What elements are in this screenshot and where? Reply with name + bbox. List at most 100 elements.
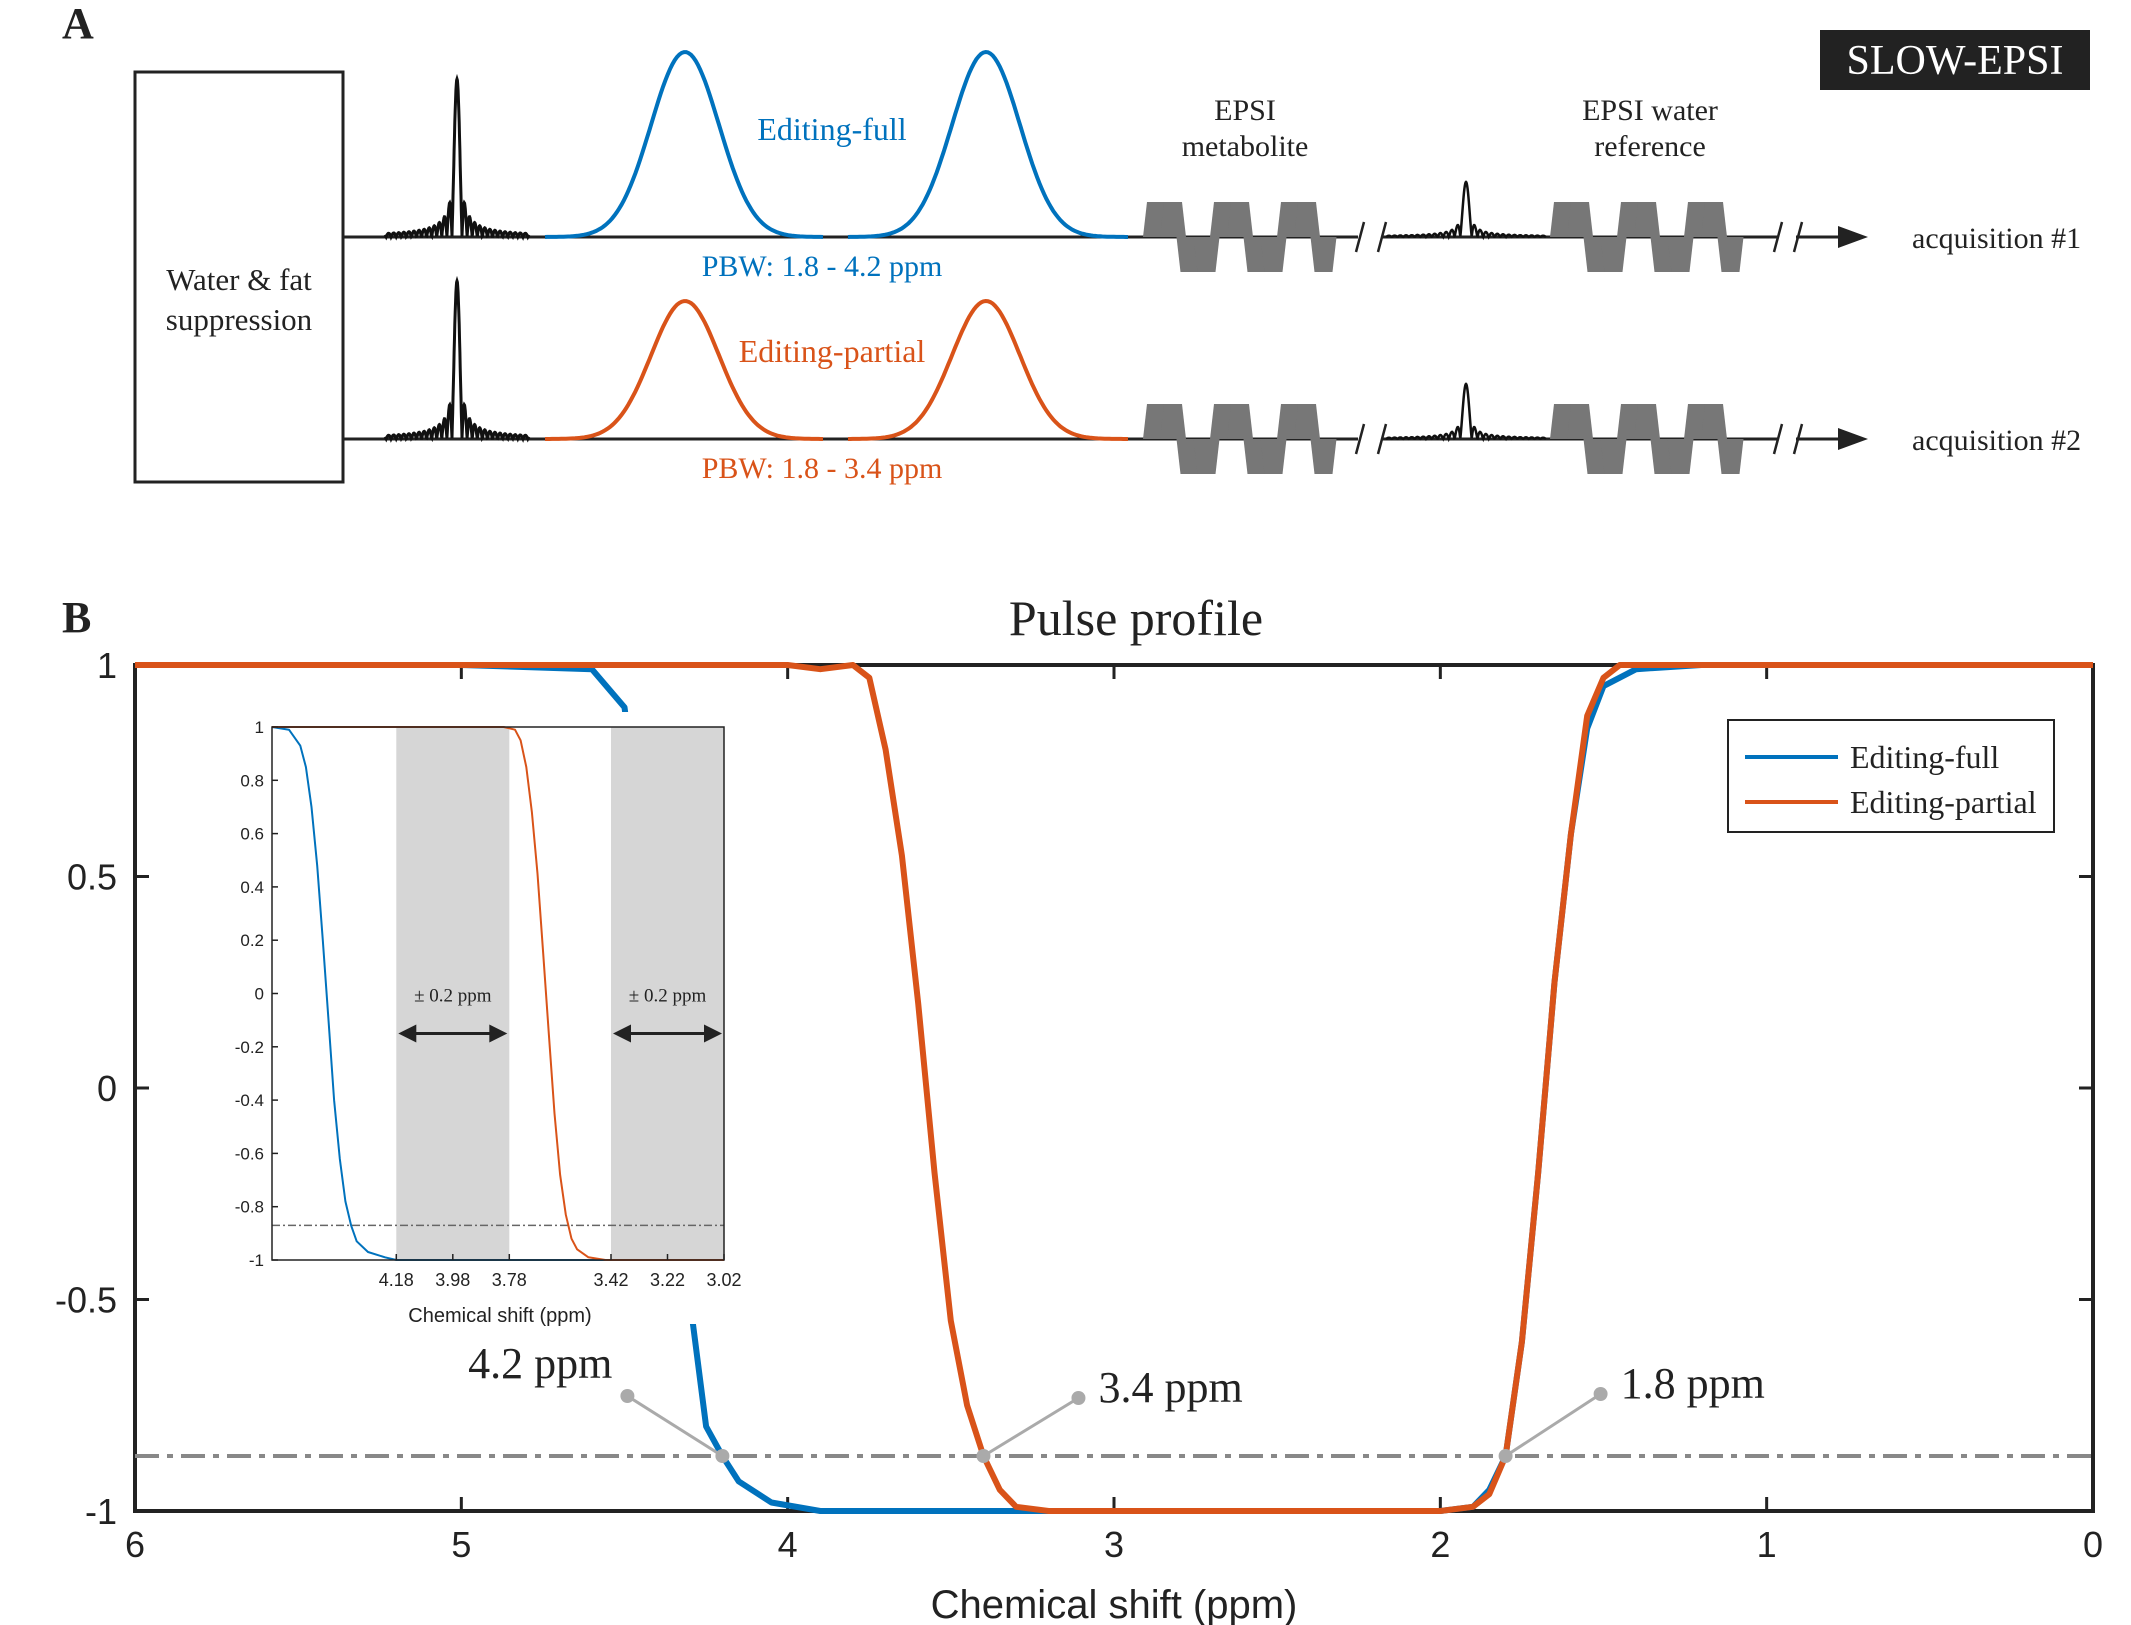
epsi-gradient-lobe	[1160, 202, 1186, 237]
annotation-leader	[626, 1394, 724, 1458]
epsi-gradient-lobe	[1160, 404, 1186, 439]
y-tick-label: 0	[97, 1068, 117, 1109]
band-arrowhead-left	[398, 1024, 417, 1043]
epsi-gradient-lobe	[1260, 237, 1287, 272]
inset-y-tick-label: -0.4	[235, 1091, 264, 1110]
editing-partial-label: Editing-partial	[739, 333, 926, 369]
epsi-gradient-lobe	[1634, 202, 1660, 237]
inset-x-tick-label: 3.02	[706, 1270, 741, 1290]
break-marks	[1354, 221, 1804, 455]
pbw-full-label: PBW: 1.8 - 4.2 ppm	[702, 250, 943, 283]
inset-y-tick-label: -0.2	[235, 1038, 264, 1057]
sinc-pulse-acq2	[383, 275, 531, 443]
band-arrowhead-right	[489, 1024, 508, 1043]
epsi-gradient-lobe	[1717, 439, 1744, 474]
inset-x-axis-label: Chemical shift (ppm)	[408, 1305, 591, 1327]
suppression-label-line2: suppression	[166, 302, 313, 337]
x-tick-label: 0	[2083, 1524, 2103, 1565]
band-arrowhead-left	[613, 1024, 631, 1043]
legend: Editing-full Editing-partial	[1727, 719, 2055, 833]
inset-x-tick-label: 3.78	[492, 1270, 527, 1290]
y-tick-label: -0.5	[55, 1280, 117, 1321]
epsi-gradient-lobe	[1310, 439, 1337, 474]
epsi-water-line1: EPSI water	[1582, 94, 1718, 127]
inset-x-tick-label: 3.22	[650, 1270, 685, 1290]
inset-y-tick-label: 1	[255, 718, 264, 737]
editing-partial-pulses	[545, 298, 1128, 441]
epsi-gradient-lobe	[1717, 237, 1744, 272]
suppression-label-line1: Water & fat	[166, 262, 312, 297]
legend-label-partial: Editing-partial	[1850, 784, 2037, 820]
x-tick-label: 2	[1430, 1524, 1450, 1565]
acquisition-1-label: acquisition #1	[1912, 222, 2081, 255]
panel-a: A SLOW-EPSI Water & fat suppression	[62, 0, 2090, 485]
annotation-label: 4.2 ppm	[468, 1339, 612, 1388]
acq2-arrowhead	[1838, 428, 1868, 450]
inset-series-line-editing-full	[271, 726, 724, 1261]
main-x-axis-label: Chemical shift (ppm)	[931, 1583, 1298, 1625]
inset-y-tick-label: 0	[255, 985, 264, 1004]
editing-full-pulses	[544, 49, 1128, 239]
inset-series-line-editing-partial	[272, 726, 724, 1261]
epsi-metabolite-line2: metabolite	[1182, 130, 1309, 163]
annotation-endpoint	[1071, 1391, 1086, 1406]
band-arrowhead-right	[704, 1024, 722, 1043]
annotation-label: 1.8 ppm	[1621, 1359, 1765, 1408]
epsi-gradient-lobe	[1600, 439, 1627, 474]
legend-label-full: Editing-full	[1850, 739, 1999, 775]
annotation-endpoint	[1593, 1387, 1608, 1402]
inset-x-tick-label: 3.98	[435, 1270, 470, 1290]
epsi-gradient-lobe	[1667, 237, 1694, 272]
epsi-gradient-lobe	[1227, 404, 1253, 439]
annotation-endpoint	[620, 1389, 635, 1404]
editing-full-label: Editing-full	[757, 111, 906, 147]
sinc-pulse-acq1	[383, 73, 531, 241]
y-tick-label: -1	[85, 1491, 117, 1532]
inset-y-tick-label: 0.6	[240, 825, 264, 844]
annotation-point	[715, 1449, 730, 1464]
annotation-point	[1498, 1449, 1513, 1464]
x-tick-label: 1	[1757, 1524, 1777, 1565]
chart-title: Pulse profile	[1009, 590, 1263, 646]
epsi-gradient-lobe	[1227, 202, 1253, 237]
panel-a-label: A	[62, 0, 94, 48]
inset-x-tick-label: 4.18	[379, 1270, 414, 1290]
epsi-gradient-lobe	[1310, 237, 1337, 272]
epsi-gradient-lobe	[1193, 237, 1220, 272]
epsi-gradient-lobe	[1701, 404, 1727, 439]
epsi-metabolite-line1: EPSI	[1214, 94, 1276, 127]
epsi-gradient-lobe	[1260, 439, 1287, 474]
x-tick-label: 6	[125, 1524, 145, 1565]
slow-epsi-badge-bg	[1820, 30, 2090, 90]
inset-y-tick-label: 0.8	[240, 771, 264, 790]
x-tick-label: 5	[451, 1524, 471, 1565]
inset-x-tick-label: 3.42	[593, 1270, 628, 1290]
y-tick-label: 1	[97, 645, 117, 686]
series-line-editing-partial	[135, 662, 2093, 1514]
annotation-point	[976, 1449, 991, 1464]
inset-chart: ± 0.2 ppm ± 0.2 ppm 1 0.8 0.6 0.4 0.2 0 -0.2 -0.4…	[226, 712, 746, 1324]
x-tick-label: 3	[1104, 1524, 1124, 1565]
inset-y-tick-label: -0.6	[235, 1144, 264, 1163]
water-sinc-acq2	[1385, 382, 1547, 443]
annotation-label: 3.4 ppm	[1098, 1363, 1242, 1412]
inset-y-tick-label: 0.2	[240, 931, 264, 950]
pbw-partial-label: PBW: 1.8 - 3.4 ppm	[702, 452, 943, 485]
inset-y-tick-label: -0.8	[235, 1198, 264, 1217]
inset-shaded-band	[396, 727, 510, 1260]
suppression-box	[133, 70, 345, 484]
epsi-gradient-lobe	[1193, 439, 1220, 474]
slow-epsi-badge: SLOW-EPSI	[1846, 38, 2063, 84]
band-label: ± 0.2 ppm	[629, 985, 707, 1006]
epsi-gradient-lobe	[1294, 404, 1320, 439]
annotation-leader	[982, 1396, 1080, 1458]
epsi-gradient-lobe	[1701, 202, 1727, 237]
inset-y-tick-label: -1	[249, 1251, 264, 1270]
panel-b: B Pulse profile 6 5 4 3 2 1 0 1 0.5 0 -0.5 -1 4.2 pp…	[55, 590, 2103, 1625]
epsi-water-line2: reference	[1594, 130, 1706, 163]
epsi-gradient-lobe	[1567, 404, 1593, 439]
epsi-gradient-lobe	[1667, 439, 1694, 474]
epsi-gradient-trains	[1143, 202, 1744, 474]
x-tick-label: 4	[778, 1524, 798, 1565]
